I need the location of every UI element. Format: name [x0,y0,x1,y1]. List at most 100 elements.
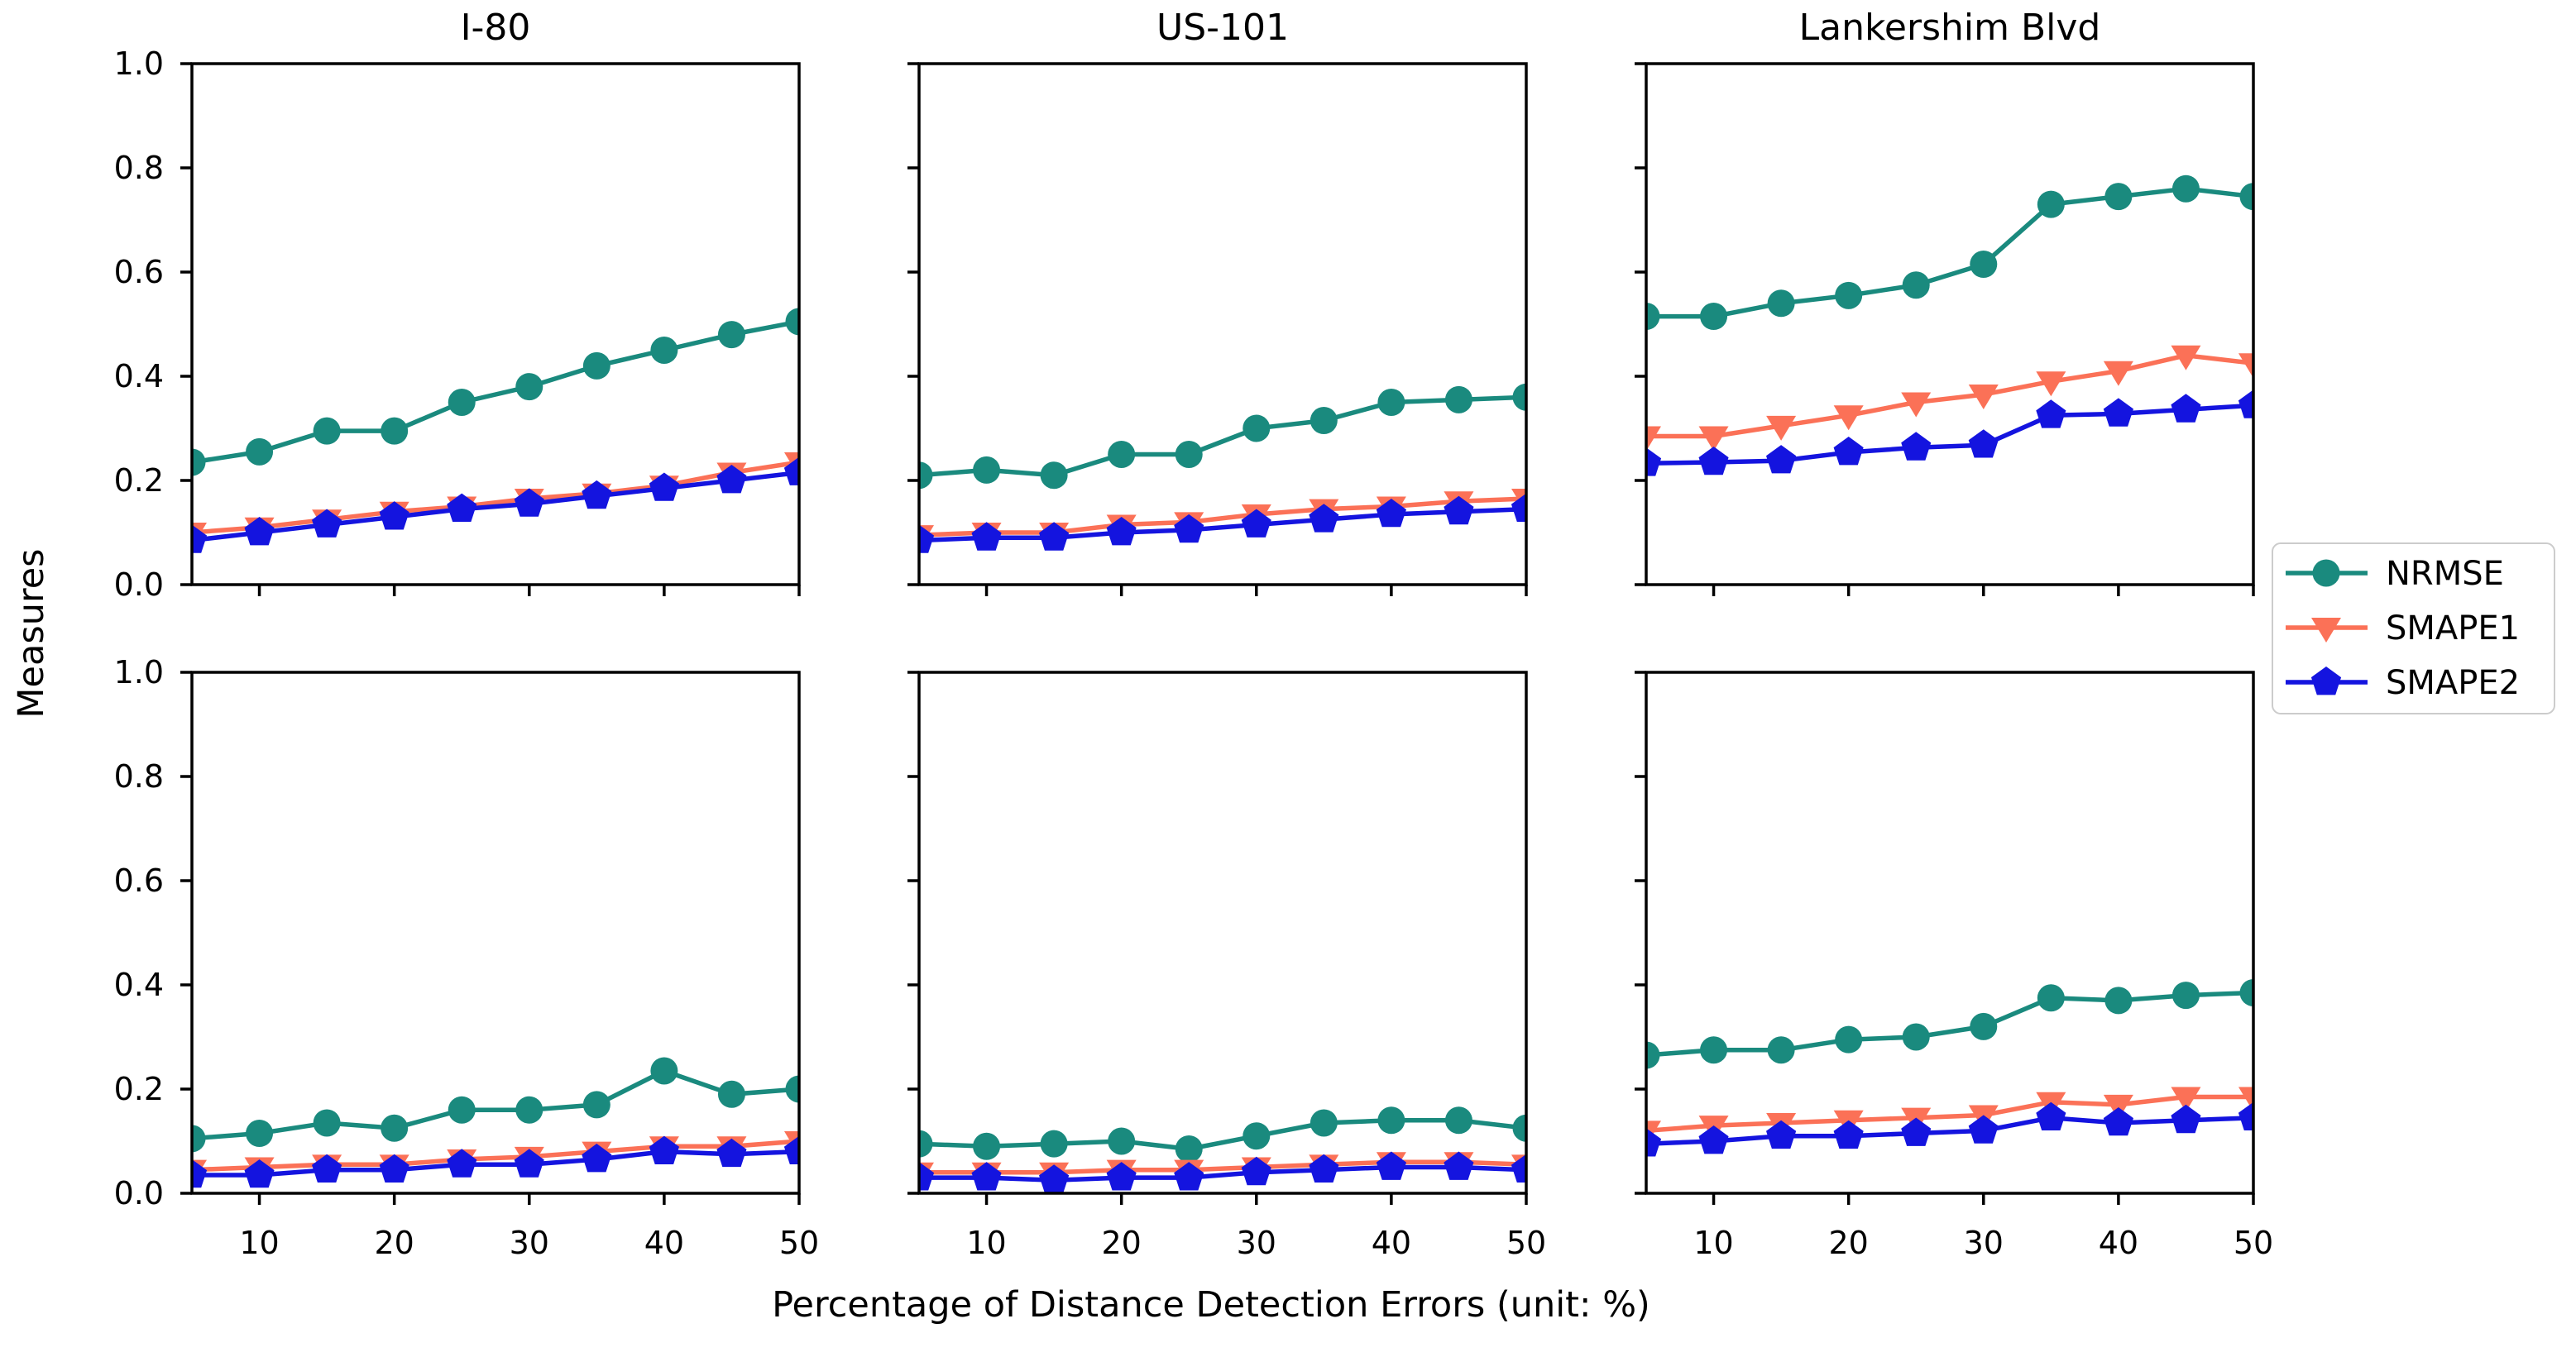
x-tick-label: 30 [510,1225,549,1261]
datapoint-nrmse [1310,1109,1338,1137]
datapoint-nrmse [515,1096,543,1124]
plot-area [192,308,799,553]
datapoint-nrmse [1444,1106,1472,1135]
datapoint-nrmse [1835,281,1863,309]
datapoint-nrmse [2037,190,2065,218]
datapoint-smape2 [1174,1162,1204,1191]
x-tick-label: 20 [374,1225,414,1261]
datapoint-smape2 [1901,1117,1932,1146]
datapoint-smape2 [1106,1162,1137,1191]
datapoint-smape1 [2036,371,2066,397]
datapoint-smape2 [1698,1125,1729,1154]
series-line-nrmse [1646,186,2253,319]
subplot-i80-top: 0.0 0.2 0.4 0.6 0.8 1.0 I-80 [114,7,801,603]
x-tick-label: 30 [1237,1225,1276,1261]
x-tick-label: 10 [1693,1225,1733,1261]
datapoint-smape2 [716,465,747,494]
datapoint-nrmse [785,308,799,336]
datapoint-nrmse [192,448,206,476]
datapoint-nrmse [919,1130,933,1158]
datapoint-nrmse [381,417,409,445]
datapoint-nrmse [973,456,1001,484]
datapoint-smape2 [783,456,799,485]
datapoint-smape2 [582,480,612,509]
series-line-smape1 [192,1139,799,1173]
datapoint-nrmse [650,337,678,364]
y-axis-label: Measures [11,548,52,718]
axes-frame [1645,62,2255,586]
datapoint-smape2 [1039,1164,1070,1193]
datapoint-smape1 [1646,426,1661,452]
legend-label-smape2: SMAPE2 [2386,664,2520,702]
axes-frame [190,62,801,586]
datapoint-nrmse [973,1132,1001,1160]
series-line-nrmse [192,1068,799,1141]
x-tick-label: 40 [2099,1225,2138,1261]
datapoint-nrmse [1646,1041,1660,1069]
datapoint-smape1 [2103,361,2133,386]
x-tick-label: 50 [1506,1225,1546,1261]
datapoint-nrmse [650,1057,678,1085]
datapoint-nrmse [448,389,476,416]
datapoint-smape2 [1833,437,1864,466]
datapoint-nrmse [2171,174,2200,203]
series-line-smape2 [919,1164,1526,1183]
datapoint-smape2 [514,1149,544,1178]
datapoint-nrmse [313,1109,341,1137]
y-tick-label: 1.0 [114,654,164,690]
datapoint-smape2 [1174,514,1204,543]
datapoint-nrmse [1646,303,1660,331]
datapoint-smape2 [2171,394,2201,423]
datapoint-smape2 [1106,517,1137,546]
legend-label-smape1: SMAPE1 [2386,609,2520,647]
datapoint-nrmse [1970,251,1998,279]
datapoint-nrmse [1700,1036,1728,1064]
y-tick-label: 0.2 [114,462,164,499]
y-tick-label: 0.0 [114,566,164,603]
datapoint-smape2 [1511,1154,1526,1183]
y-tick-label: 0.8 [114,150,164,186]
plot-area [919,1106,1526,1193]
axes-frame [917,671,1528,1195]
x-tick-label: 50 [2234,1225,2273,1261]
datapoint-nrmse [1108,1127,1136,1155]
datapoint-nrmse [1310,407,1338,435]
datapoint-smape2 [1376,499,1406,528]
datapoint-smape2 [1968,1115,1999,1144]
datapoint-nrmse [1040,1130,1068,1158]
datapoint-smape2 [1901,432,1932,461]
datapoint-nrmse [1040,461,1068,490]
datapoint-smape2 [2238,389,2253,418]
datapoint-nrmse [1970,1012,1998,1040]
datapoint-nrmse [1512,383,1526,411]
datapoint-smape1 [2103,1094,2133,1120]
series-line-smape2 [192,1149,799,1178]
datapoint-nrmse [717,321,745,349]
datapoint-smape2 [192,524,208,553]
plot-area [1646,978,2253,1157]
datapoint-smape2 [379,501,409,530]
subplot-i80-bottom: 10 20 30 40 50 0.0 0.2 0.4 0.6 0.8 1.0 [114,654,820,1261]
datapoint-smape2 [1646,1128,1662,1157]
datapoint-smape2 [1444,495,1474,525]
series-line-smape1 [1646,353,2253,439]
series-line-nrmse [192,319,799,465]
datapoint-smape2 [1646,447,1662,476]
datapoint-smape2 [1698,447,1729,475]
datapoint-nrmse [2239,978,2253,1006]
datapoint-smape1 [2171,1087,2201,1112]
datapoint-smape2 [1766,445,1797,474]
datapoint-smape2 [1376,1151,1406,1180]
datapoint-nrmse [785,1075,799,1103]
x-tick-label: 50 [779,1225,819,1261]
x-tick-label: 40 [1372,1225,1411,1261]
axes-frame [917,62,1528,586]
datapoint-smape2 [2171,1104,2201,1134]
datapoint-nrmse [2171,982,2200,1010]
datapoint-smape2 [919,1162,935,1191]
datapoint-nrmse [1902,1023,1930,1051]
series-line-smape2 [919,506,1526,543]
x-tick-label: 20 [1101,1225,1141,1261]
